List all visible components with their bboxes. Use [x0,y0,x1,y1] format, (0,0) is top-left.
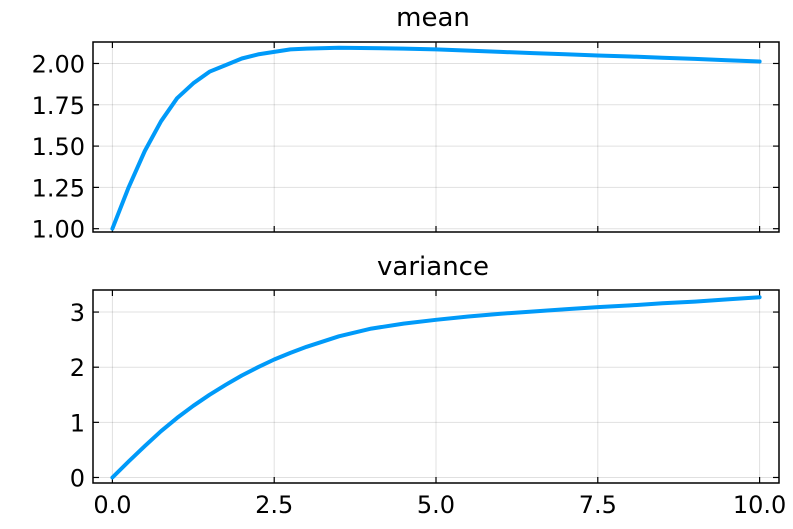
y-tick-label: 1.00 [32,216,85,244]
variance-plot-frame [92,289,780,484]
y-tick-label: 0 [70,464,85,492]
mean-tick-marks [93,42,779,232]
x-tick-label: 0.0 [93,491,131,519]
mean-plot-frame [92,41,780,233]
mean-panel: mean 1.00 1.25 1.50 1.75 2.00 [32,3,780,244]
mean-gridlines [93,42,779,232]
x-tick-label: 7.5 [579,491,617,519]
y-tick-label: 2 [70,354,85,382]
variance-tick-marks [93,290,779,483]
y-tick-label: 1.25 [32,174,85,202]
variance-series [110,295,762,480]
variance-tick-labels: 0.0 2.5 5.0 7.5 10.0 0 1 2 3 [70,299,787,519]
mean-series [110,45,762,231]
variance-chart-title: variance [377,252,489,282]
y-tick-label: 1.50 [32,133,85,161]
series-line [110,295,762,480]
x-tick-label: 10.0 [733,491,786,519]
variance-panel: variance 0.0 2.5 5.0 7.5 10.0 0 1 2 3 [70,252,787,519]
y-tick-label: 1.75 [32,92,85,120]
y-tick-label: 2.00 [32,50,85,78]
mean-chart-title: mean [396,3,470,33]
series-line [110,45,762,231]
x-tick-label: 5.0 [417,491,455,519]
y-tick-label: 1 [70,409,85,437]
mean-y-tick-labels: 1.00 1.25 1.50 1.75 2.00 [32,50,85,243]
y-tick-label: 3 [70,299,85,327]
x-tick-label: 2.5 [255,491,293,519]
